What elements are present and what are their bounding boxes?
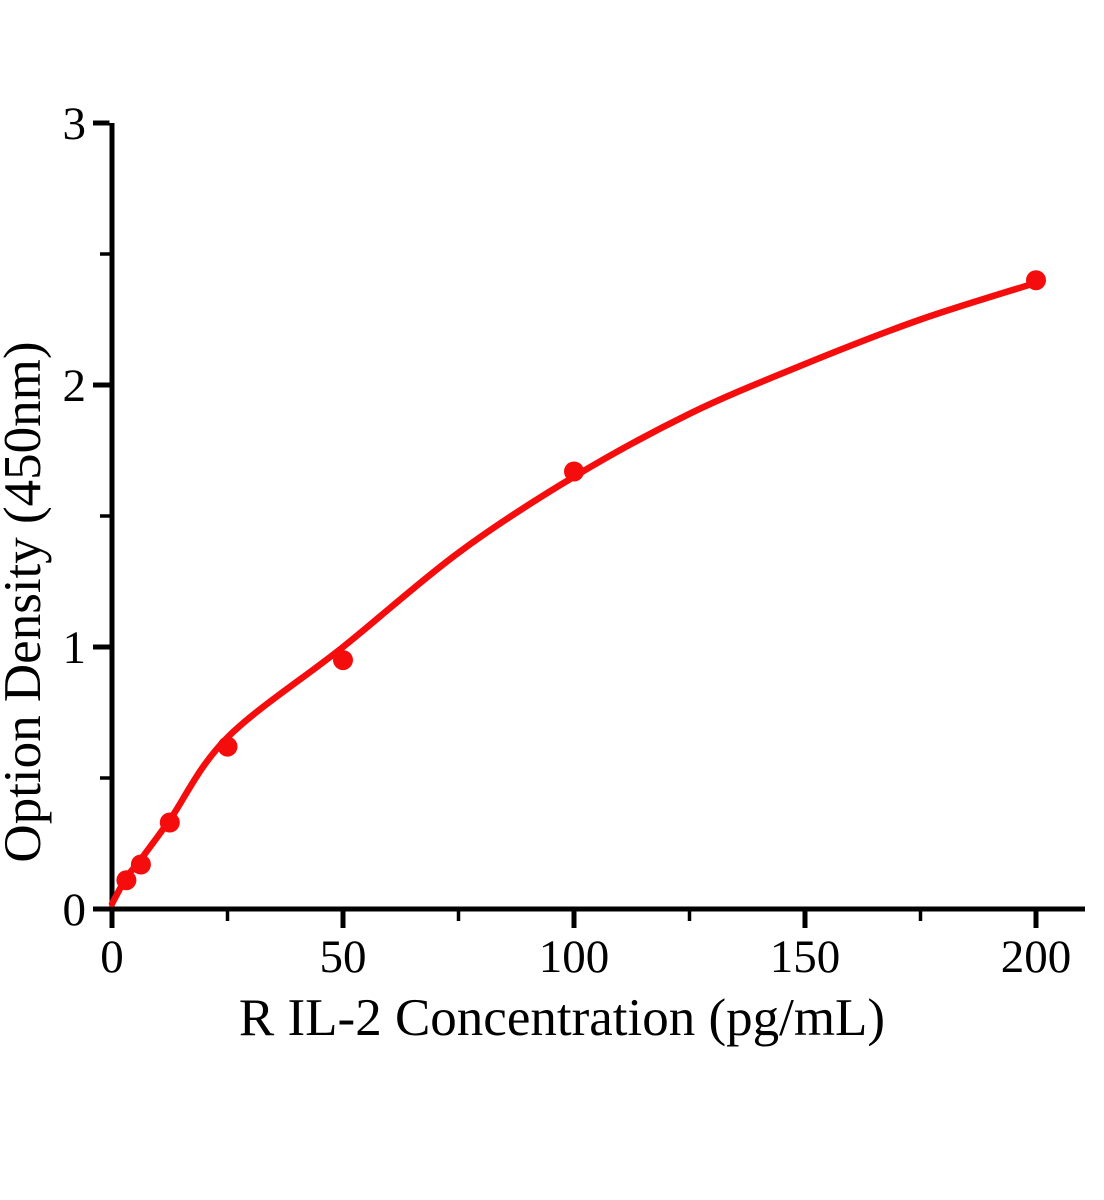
x-tick-label: 150 — [770, 931, 841, 983]
data-points — [116, 270, 1046, 891]
data-point — [333, 650, 353, 671]
y-tick-label: 1 — [63, 622, 87, 674]
x-tick-label: 50 — [320, 931, 367, 983]
y-axis-ticks — [93, 120, 110, 912]
data-point — [116, 870, 137, 891]
x-tick-label: 100 — [539, 931, 610, 983]
data-point — [1026, 270, 1046, 291]
y-tick-label: 3 — [63, 98, 87, 150]
x-axis-title: R IL-2 Concentration (pg/mL) — [239, 989, 885, 1047]
y-axis-title: Option Density (450nm) — [0, 341, 52, 862]
data-point — [217, 736, 238, 757]
fitted-curve-line — [108, 279, 1040, 908]
x-tick-label: 0 — [100, 931, 124, 983]
x-axis-ticks — [109, 911, 1039, 928]
y-tick-label: 2 — [63, 360, 87, 412]
x-axis-tick-labels: 0 50 100 150 200 — [100, 931, 1071, 983]
data-point — [564, 461, 584, 482]
x-tick-label: 200 — [1001, 931, 1072, 983]
data-point — [130, 854, 151, 875]
y-tick-label: 0 — [63, 884, 87, 936]
data-point — [159, 812, 180, 833]
axes — [109, 123, 1085, 912]
y-axis-tick-labels: 0 1 2 3 — [63, 98, 87, 936]
